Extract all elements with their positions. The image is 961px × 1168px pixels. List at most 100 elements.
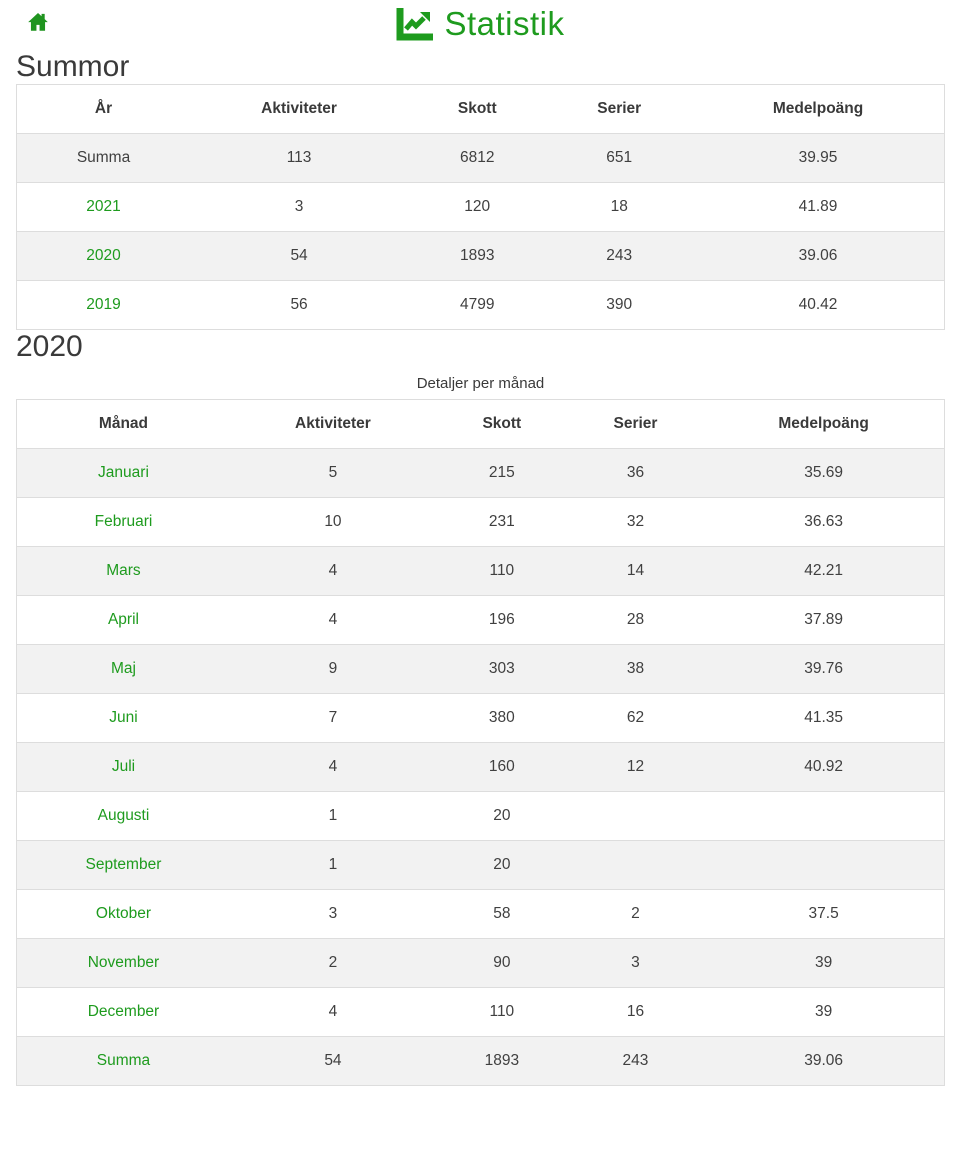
- month-link-november[interactable]: November: [87, 954, 160, 971]
- cell-aktiviteter: 113: [190, 133, 409, 183]
- col-header-skott: Skott: [408, 84, 547, 134]
- cell-serier: 14: [567, 546, 704, 596]
- cell-aktiviteter: 5: [229, 448, 436, 498]
- col-header-aktiviteter: Aktiviteter: [190, 84, 409, 134]
- table-row: Juni 7 380 62 41.35: [16, 693, 945, 743]
- col-header-manad: Månad: [16, 399, 230, 449]
- table-header-row: År Aktiviteter Skott Serier Medelpoäng: [16, 84, 945, 134]
- cell-aktiviteter: 54: [229, 1036, 436, 1086]
- col-header-serier: Serier: [546, 84, 693, 134]
- cell-skott: 1893: [435, 1036, 568, 1086]
- cell-serier: 3: [567, 938, 704, 988]
- cell-medelpoang: 37.89: [703, 595, 945, 645]
- home-button[interactable]: [27, 11, 49, 33]
- year-summary-table: År Aktiviteter Skott Serier Medelpoäng S…: [16, 84, 945, 330]
- detail-total-link[interactable]: Summa: [96, 1052, 151, 1069]
- month-link-juni[interactable]: Juni: [109, 709, 138, 726]
- cell-serier: 243: [546, 231, 693, 281]
- month-link-april[interactable]: April: [107, 611, 139, 628]
- cell-skott: 90: [435, 938, 568, 988]
- cell-skott: 20: [435, 840, 568, 890]
- col-header-medelpoang: Medelpoäng: [692, 84, 945, 134]
- cell-medelpoang: 39: [703, 938, 945, 988]
- cell-serier: 2: [567, 889, 704, 939]
- cell-skott: 1893: [408, 231, 547, 281]
- cell-aktiviteter: 3: [229, 889, 436, 939]
- month-detail-table: Månad Aktiviteter Skott Serier Medelpoän…: [16, 399, 945, 1086]
- table-row: April 4 196 28 37.89: [16, 595, 945, 645]
- table-row: Februari 10 231 32 36.63: [16, 497, 945, 547]
- chart-line-icon: [396, 7, 434, 41]
- cell-medelpoang: 39.76: [703, 644, 945, 694]
- cell-skott: 380: [435, 693, 568, 743]
- cell-aktiviteter: 56: [190, 280, 409, 330]
- cell-skott: 110: [435, 987, 568, 1037]
- year-link-2021[interactable]: 2021: [86, 198, 121, 215]
- cell-skott: 303: [435, 644, 568, 694]
- month-link-september[interactable]: September: [85, 856, 162, 873]
- cell-medelpoang: 36.63: [703, 497, 945, 547]
- year-link-2019[interactable]: 2019: [86, 296, 121, 313]
- cell-skott: 215: [435, 448, 568, 498]
- month-link-augusti[interactable]: Augusti: [97, 807, 150, 824]
- cell-medelpoang: 41.89: [692, 182, 945, 232]
- summary-total-label: Summa: [76, 149, 131, 166]
- cell-skott: 120: [408, 182, 547, 232]
- cell-aktiviteter: 54: [190, 231, 409, 281]
- cell-medelpoang: 40.42: [692, 280, 945, 330]
- table-row: Augusti 1 20: [16, 791, 945, 841]
- month-link-februari[interactable]: Februari: [94, 513, 153, 530]
- cell-serier: 62: [567, 693, 704, 743]
- month-link-juli[interactable]: Juli: [111, 758, 136, 775]
- table-row: Januari 5 215 36 35.69: [16, 448, 945, 498]
- cell-aktiviteter: 3: [190, 182, 409, 232]
- cell-aktiviteter: 7: [229, 693, 436, 743]
- cell-aktiviteter: 4: [229, 987, 436, 1037]
- cell-medelpoang: 39.06: [692, 231, 945, 281]
- cell-skott: 196: [435, 595, 568, 645]
- cell-serier: [567, 840, 704, 890]
- cell-medelpoang: 35.69: [703, 448, 945, 498]
- cell-skott: 58: [435, 889, 568, 939]
- table-row: Summa 113 6812 651 39.95: [16, 133, 945, 183]
- table-row: Oktober 3 58 2 37.5: [16, 889, 945, 939]
- detail-heading: 2020: [16, 330, 83, 363]
- cell-skott: 110: [435, 546, 568, 596]
- cell-skott: 231: [435, 497, 568, 547]
- cell-medelpoang: 37.5: [703, 889, 945, 939]
- table-header-row: Månad Aktiviteter Skott Serier Medelpoän…: [16, 399, 945, 449]
- cell-aktiviteter: 2: [229, 938, 436, 988]
- cell-medelpoang: 39: [703, 987, 945, 1037]
- col-header-aktiviteter: Aktiviteter: [229, 399, 436, 449]
- table-row: December 4 110 16 39: [16, 987, 945, 1037]
- cell-skott: 4799: [408, 280, 547, 330]
- cell-serier: 16: [567, 987, 704, 1037]
- home-icon: [27, 13, 49, 37]
- cell-serier: [567, 791, 704, 841]
- cell-skott: 160: [435, 742, 568, 792]
- cell-serier: 12: [567, 742, 704, 792]
- table-row: 2020 54 1893 243 39.06: [16, 231, 945, 281]
- table-row: Juli 4 160 12 40.92: [16, 742, 945, 792]
- cell-aktiviteter: 4: [229, 595, 436, 645]
- month-link-mars[interactable]: Mars: [106, 562, 141, 579]
- cell-serier: 28: [567, 595, 704, 645]
- month-link-december[interactable]: December: [87, 1003, 160, 1020]
- cell-aktiviteter: 4: [229, 546, 436, 596]
- table-row: September 1 20: [16, 840, 945, 890]
- app-header: Statistik: [0, 0, 961, 50]
- cell-medelpoang: 42.21: [703, 546, 945, 596]
- detail-table-caption: Detaljer per månad: [416, 375, 545, 392]
- month-link-januari[interactable]: Januari: [98, 464, 149, 481]
- month-link-oktober[interactable]: Oktober: [95, 905, 152, 922]
- cell-medelpoang: 39.95: [692, 133, 945, 183]
- col-header-skott: Skott: [435, 399, 568, 449]
- cell-medelpoang: [703, 840, 945, 890]
- year-link-2020[interactable]: 2020: [86, 247, 121, 264]
- cell-serier: 36: [567, 448, 704, 498]
- month-link-maj[interactable]: Maj: [110, 660, 136, 677]
- col-header-serier: Serier: [567, 399, 704, 449]
- cell-serier: 38: [567, 644, 704, 694]
- cell-skott: 6812: [408, 133, 547, 183]
- cell-aktiviteter: 1: [229, 791, 436, 841]
